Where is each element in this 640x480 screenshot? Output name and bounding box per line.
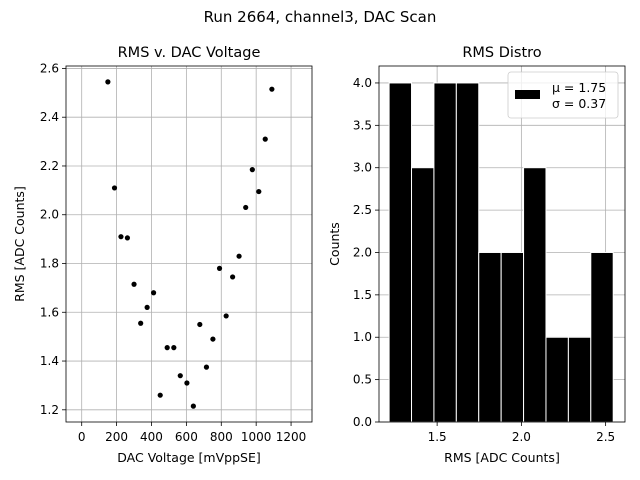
histogram-bar [455, 82, 480, 423]
scatter-y-axis-label: RMS [ADC Counts] [12, 186, 27, 302]
legend-entry-mu: μ = 1.75 [552, 80, 606, 95]
histogram-y-tick-label: 1.5 [353, 288, 372, 302]
scatter-point [230, 274, 236, 280]
scatter-point [131, 281, 137, 287]
scatter-point [210, 336, 216, 342]
scatter-y-tick-label: 1.8 [40, 257, 59, 271]
scatter-point [203, 364, 210, 370]
scatter-point [124, 235, 131, 241]
scatter-point [262, 136, 268, 142]
scatter-point [249, 167, 255, 173]
histogram-bar [433, 82, 457, 423]
scatter-point [184, 380, 190, 386]
histogram-bar [478, 251, 502, 423]
legend-entry-sigma: σ = 0.37 [552, 96, 606, 111]
scatter-x-tick-label: 600 [175, 430, 198, 444]
histogram-bar [590, 251, 614, 423]
histogram-bar [388, 82, 413, 423]
histogram-frame [378, 65, 626, 423]
scatter-title: RMS v. DAC Voltage [118, 45, 261, 61]
histogram-bar [411, 167, 435, 423]
histogram-bar [545, 336, 569, 423]
scatter-y-tick-label: 2.4 [40, 110, 59, 124]
scatter-point [150, 290, 157, 296]
scatter-ticks: 0 200 400 600 800 1000 1200 1.2 1.4 1.6 1.8 2.0 2.2 2… [40, 61, 306, 444]
scatter-point [105, 79, 111, 85]
histogram-title: RMS Distro [462, 45, 541, 61]
histogram-ticks: 1.5 2.0 2.5 0.0 0.5 1.0 1.5 2.0 2.5 3.0 3.5 4.0 [353, 76, 615, 444]
scatter-grid [66, 66, 312, 422]
histogram-y-tick-label: 1.0 [353, 330, 372, 344]
scatter-x-tick-label: 800 [210, 430, 233, 444]
histogram-y-tick-label: 3.5 [353, 118, 372, 132]
scatter-y-tick-label: 2.0 [40, 208, 59, 222]
scatter-frame [65, 65, 313, 423]
histogram-y-tick-label: 0.5 [353, 373, 372, 387]
scatter-x-axis-label: DAC Voltage [mVppSE] [117, 450, 260, 465]
scatter-points [105, 79, 275, 409]
legend-swatch [515, 90, 540, 99]
scatter-x-tick-label: 1000 [241, 430, 272, 444]
scatter-point [243, 204, 249, 211]
scatter-point [223, 313, 229, 319]
scatter-x-tick-label: 1200 [276, 430, 307, 444]
scatter-y-tick-label: 2.6 [40, 61, 59, 75]
scatter-y-tick-label: 1.6 [40, 305, 59, 319]
histogram-bar [523, 167, 547, 423]
scatter-x-tick-label: 400 [140, 430, 163, 444]
scatter-point [171, 345, 177, 351]
figure-suptitle: Run 2664, channel3, DAC Scan [204, 8, 437, 26]
histogram-x-tick-label: 1.5 [428, 430, 447, 444]
histogram-y-tick-label: 4.0 [353, 76, 372, 90]
scatter-point [164, 345, 170, 351]
histogram-y-tick-label: 0.0 [353, 415, 372, 429]
scatter-point [144, 304, 150, 310]
histogram-y-tick-label: 2.5 [353, 203, 372, 217]
scatter-point [216, 265, 223, 271]
scatter-point [236, 253, 242, 259]
histogram-y-axis-label: Counts [327, 222, 342, 266]
legend-box [507, 71, 619, 119]
histogram-x-tick-label: 2.0 [512, 430, 531, 444]
histogram-legend: μ = 1.75 σ = 0.37 [507, 71, 619, 119]
scatter-x-tick-label: 0 [78, 430, 86, 444]
scatter-x-tick-label: 200 [105, 430, 128, 444]
histogram-x-axis-label: RMS [ADC Counts] [444, 450, 560, 465]
scatter-panel: 0 200 400 600 800 1000 1200 1.2 1.4 1.6 1.8 2.0 2.2 2… [12, 45, 313, 465]
histogram-x-tick-label: 2.5 [596, 430, 615, 444]
scatter-point [269, 86, 275, 92]
histogram-panel: 1.5 2.0 2.5 0.0 0.5 1.0 1.5 2.0 2.5 3.0 3.5 4.0 RMS… [327, 45, 626, 465]
histogram-y-tick-label: 2.0 [353, 245, 372, 259]
scatter-point [138, 320, 144, 326]
scatter-y-tick-label: 1.2 [40, 403, 59, 417]
histogram-bar [567, 336, 592, 423]
scatter-point [177, 373, 183, 379]
scatter-point [157, 392, 163, 398]
histogram-bars [388, 82, 614, 423]
histogram-bar [500, 251, 525, 423]
scatter-point [111, 185, 118, 191]
histogram-y-tick-label: 3.0 [353, 161, 372, 175]
scatter-y-tick-label: 1.4 [40, 354, 59, 368]
scatter-point [190, 403, 196, 409]
scatter-point [118, 234, 124, 240]
scatter-y-tick-label: 2.2 [40, 159, 59, 173]
scatter-point [256, 188, 262, 195]
scatter-point [197, 321, 203, 328]
